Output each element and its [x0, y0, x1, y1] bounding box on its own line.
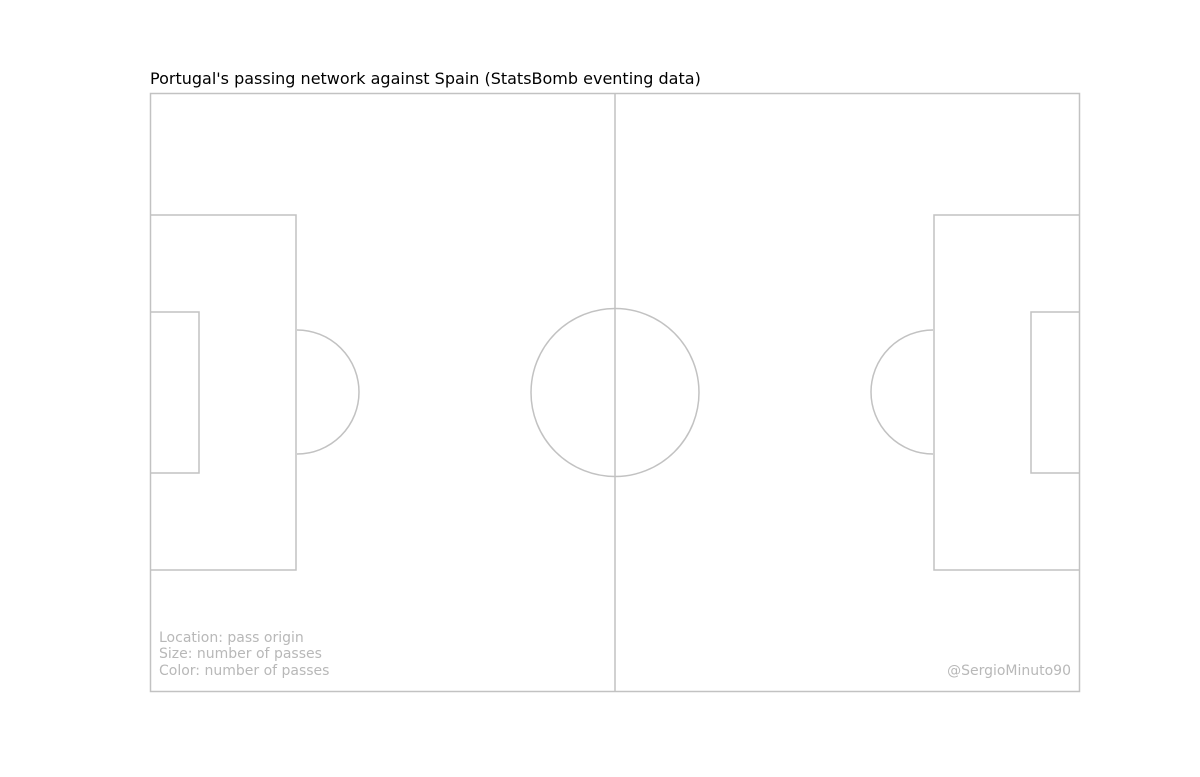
- legend-color: Color: number of passes: [159, 663, 329, 679]
- author-credit: @SergioMinuto90: [947, 663, 1071, 679]
- right-goal-area: [1031, 312, 1080, 473]
- left-penalty-area: [151, 215, 297, 570]
- left-goal-area: [151, 312, 200, 473]
- legend-size: Size: number of passes: [159, 646, 322, 662]
- right-penalty-arc: [871, 330, 933, 454]
- legend-location: Location: pass origin: [159, 630, 304, 646]
- right-penalty-area: [934, 215, 1080, 570]
- left-penalty-arc: [297, 330, 359, 454]
